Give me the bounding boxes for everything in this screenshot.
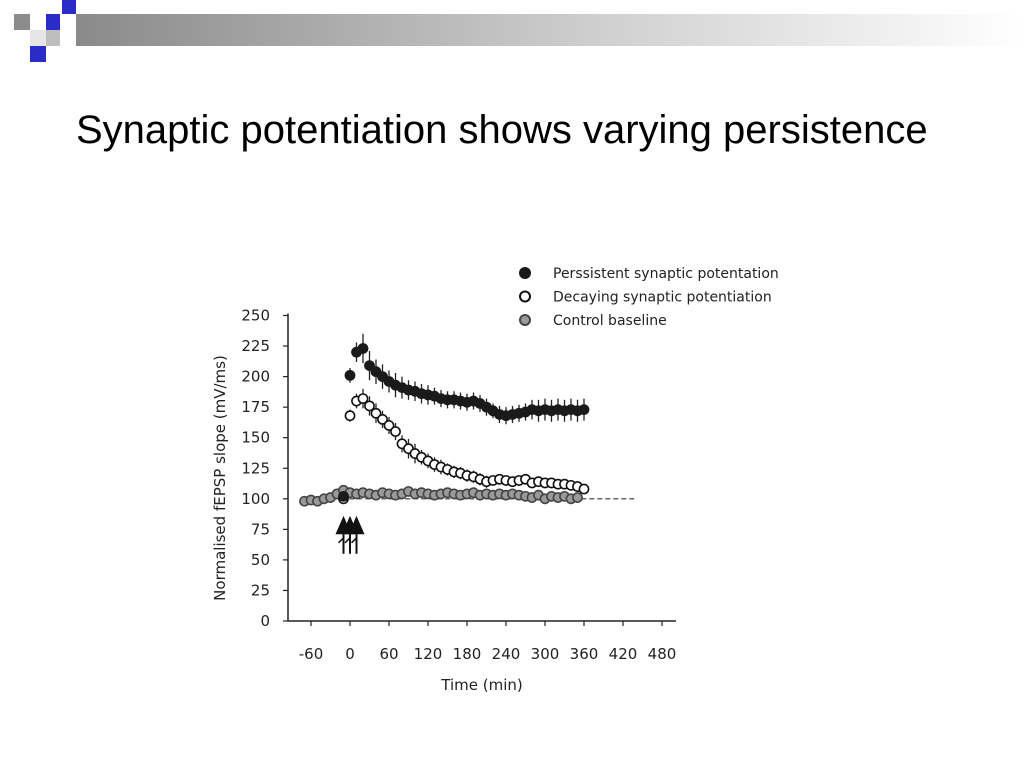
y-tick-label: 25 (251, 581, 270, 599)
chart-labels-group: Time (min) Normalised fEPSP slope (mV/ms… (211, 355, 523, 694)
header-square-gray-2 (46, 30, 60, 46)
data-point (338, 490, 349, 502)
x-tick-label: 480 (648, 645, 677, 663)
data-point (344, 369, 356, 381)
x-tick-label: 300 (531, 645, 560, 663)
data-point (377, 413, 388, 425)
x-tick-label: 120 (414, 645, 443, 663)
stimulus-group (335, 515, 365, 554)
data-point (357, 393, 369, 404)
data-point (364, 360, 375, 372)
series-group (299, 333, 590, 507)
y-axis-label: Normalised fEPSP slope (mV/ms) (211, 355, 229, 601)
x-tick-label: 420 (609, 645, 638, 663)
header-square-gray-1 (14, 14, 30, 30)
y-tick-label: 225 (241, 337, 270, 355)
data-point (344, 410, 356, 422)
legend-marker (519, 314, 531, 326)
stimulus-arrow-head (348, 515, 365, 535)
header-square-blue-1 (46, 14, 60, 30)
y-tick-label: 150 (241, 429, 270, 447)
series-filled (338, 333, 590, 502)
series-open (338, 388, 590, 505)
legend: Perssistent synaptic potentation Decaying… (519, 266, 779, 329)
stimulus-arrow-tick (344, 537, 351, 544)
data-point (390, 426, 401, 437)
data-point (572, 492, 583, 503)
data-point (578, 483, 590, 495)
y-tick-label: 100 (241, 490, 270, 508)
x-tick-label: 360 (570, 645, 599, 663)
x-tick-label: 180 (453, 645, 482, 663)
y-tick-label: 75 (251, 520, 270, 538)
y-tick-label: 200 (241, 368, 270, 386)
y-tick-label: 175 (241, 398, 270, 416)
header-gradient-bar (76, 14, 1024, 46)
header-decoration (14, 0, 1024, 62)
chart-axes-group: 0 25 50 75 100 125 150 175 200 225 250 -60 0 60 120 180… (241, 307, 676, 664)
legend-marker (519, 290, 531, 303)
y-tick-label: 250 (241, 307, 270, 325)
y-tick-label: 50 (251, 551, 270, 569)
x-axis-label: Time (min) (440, 676, 522, 694)
y-tick-label: 0 (260, 612, 270, 630)
x-tick-label: 240 (492, 645, 521, 663)
stimulus-arrow-tick (337, 537, 345, 544)
legend-marker (519, 267, 531, 279)
data-point (364, 400, 375, 412)
x-tick-label: 60 (379, 645, 398, 663)
y-tick-label: 125 (241, 459, 270, 477)
data-point (370, 407, 382, 419)
stimulus-arrow-tick (350, 537, 358, 544)
legend-label: Control baseline (553, 313, 667, 329)
header-square-light (30, 30, 46, 46)
data-point (357, 343, 369, 354)
slide-title: Synaptic potentiation shows varying pers… (76, 108, 928, 152)
legend-label: Decaying synaptic potentiation (553, 290, 772, 306)
header-square-blue-3 (30, 46, 46, 62)
data-point (383, 420, 395, 431)
x-tick-label: -60 (299, 645, 324, 663)
x-tick-label: 0 (345, 645, 355, 663)
legend-label: Perssistent synaptic potentation (553, 266, 779, 282)
header-square-blue-2 (62, 0, 76, 14)
data-point (578, 404, 590, 415)
